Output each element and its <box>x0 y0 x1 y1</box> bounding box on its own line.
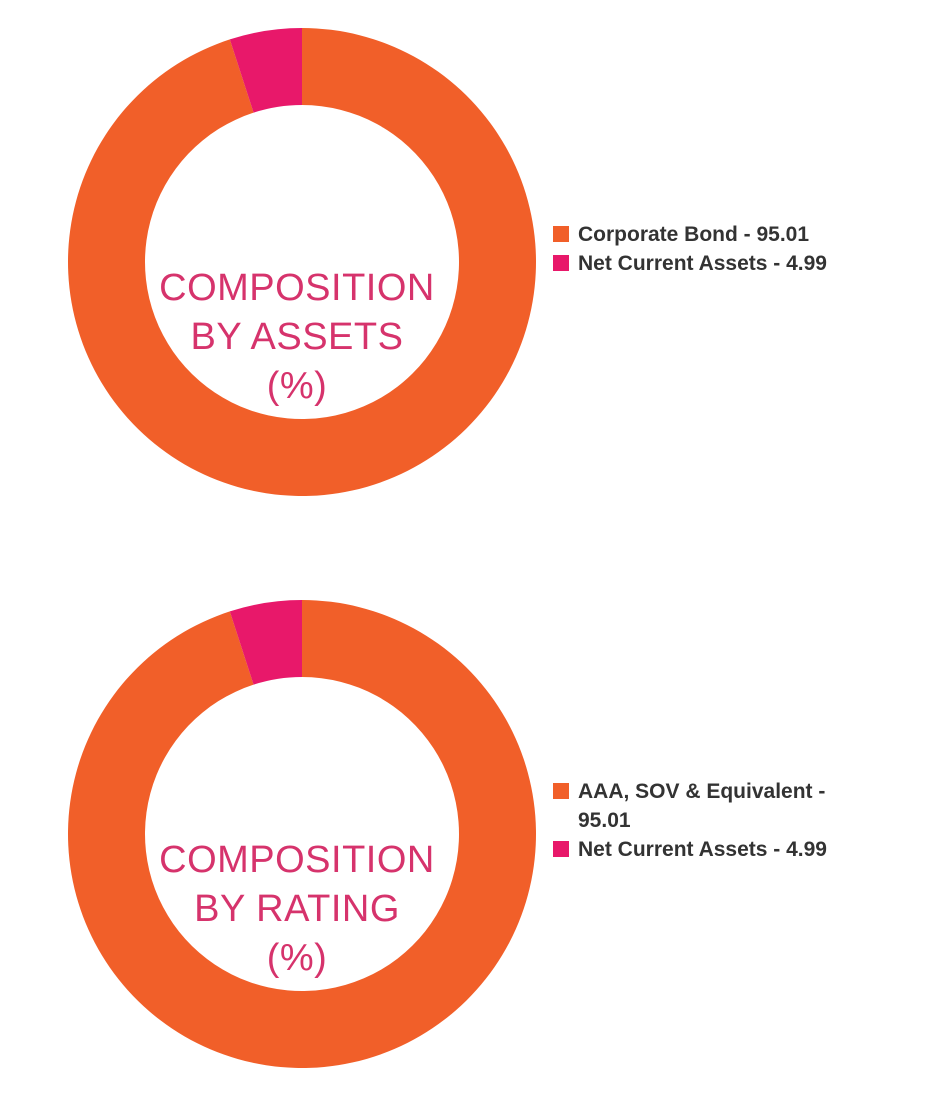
slice-aaa-sov-equivalent <box>67 600 537 1068</box>
legend-swatch-net-current-assets <box>553 255 569 271</box>
slice-net-current-assets <box>229 28 302 113</box>
legend-label-net-current-assets: Net Current Assets - 4.99 <box>578 252 827 275</box>
rating-title-line-2: BY RATING <box>194 888 400 930</box>
legend-swatch-net-current-assets <box>553 841 569 857</box>
legend-item-aaa-sov-equivalent: AAA, SOV & Equivalent - 95.01 <box>553 777 913 835</box>
rating-donut <box>67 600 537 1068</box>
legend-swatch-corporate-bond <box>553 226 569 242</box>
assets-chart-title: COMPOSITION BY ASSETS (%) <box>142 264 452 411</box>
slice-corporate-bond <box>67 28 537 496</box>
assets-chart: COMPOSITION BY ASSETS (%) Corporate Bond… <box>0 22 930 502</box>
legend-item-corporate-bond: Corporate Bond - 95.01 <box>553 220 913 249</box>
rating-chart: COMPOSITION BY RATING (%) AAA, SOV & Equ… <box>0 594 930 1074</box>
assets-donut <box>67 28 537 496</box>
rating-title-line-3: (%) <box>266 937 328 979</box>
legend-item-net-current-assets: Net Current Assets - 4.99 <box>553 249 913 278</box>
rating-chart-title: COMPOSITION BY RATING (%) <box>142 836 452 983</box>
rating-legend: AAA, SOV & Equivalent - 95.01 Net Curren… <box>553 777 913 864</box>
assets-title-line-1: COMPOSITION <box>159 267 435 309</box>
legend-swatch-aaa-sov-equivalent <box>553 783 569 799</box>
legend-label-corporate-bond: Corporate Bond - 95.01 <box>578 223 810 246</box>
assets-title-line-2: BY ASSETS <box>190 316 404 358</box>
legend-label-net-current-assets: Net Current Assets - 4.99 <box>578 838 827 861</box>
legend-item-net-current-assets: Net Current Assets - 4.99 <box>553 835 913 864</box>
slice-net-current-assets <box>229 600 302 685</box>
assets-title-line-3: (%) <box>266 365 328 407</box>
rating-title-line-1: COMPOSITION <box>159 839 435 881</box>
legend-label-aaa-sov-equivalent: AAA, SOV & Equivalent - 95.01 <box>578 780 826 832</box>
assets-legend: Corporate Bond - 95.01 Net Current Asset… <box>553 220 913 278</box>
